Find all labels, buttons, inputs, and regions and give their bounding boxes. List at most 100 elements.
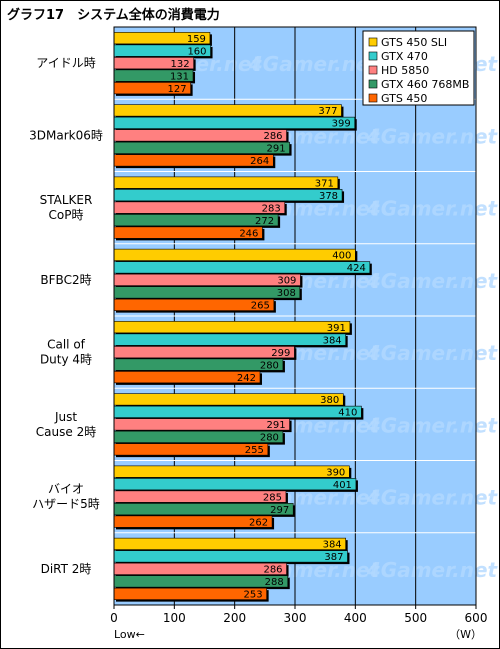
data-label: 286 <box>263 565 282 576</box>
data-label: 272 <box>255 216 274 227</box>
x-tick-label: 200 <box>223 611 246 625</box>
data-label: 378 <box>319 191 338 202</box>
watermark-text: 4Gamer.net <box>366 197 499 221</box>
data-label: 280 <box>260 360 279 371</box>
data-label: 371 <box>315 178 334 189</box>
data-label: 377 <box>318 106 337 117</box>
category-label: BFBC2時 <box>40 273 91 287</box>
x-tick-label: 100 <box>163 611 186 625</box>
legend-label: GTX 460 768MB <box>381 78 469 91</box>
category-label: ハザード5時 <box>32 497 100 511</box>
bar <box>113 333 346 346</box>
data-label: 308 <box>277 288 296 299</box>
data-label: 131 <box>170 71 189 82</box>
bar <box>113 393 344 406</box>
bar <box>113 478 357 491</box>
data-label: 401 <box>333 480 352 491</box>
x-tick-label: 0 <box>110 611 118 625</box>
data-label: 384 <box>323 335 342 346</box>
legend-label: GTX 470 <box>381 50 428 63</box>
category-label: CoP時 <box>49 208 84 222</box>
bar <box>113 286 301 299</box>
bar <box>113 129 287 142</box>
bar <box>113 104 342 117</box>
watermark-text: 4Gamer.net <box>366 269 499 293</box>
category-label: Cause 2時 <box>36 425 96 439</box>
data-label: 288 <box>265 577 284 588</box>
data-label: 285 <box>263 492 282 503</box>
bar <box>113 418 290 431</box>
data-label: 400 <box>332 251 351 262</box>
data-label: 242 <box>237 373 256 384</box>
data-label: 291 <box>266 420 285 431</box>
data-label: 253 <box>244 590 263 601</box>
data-label: 399 <box>332 119 351 130</box>
x-axis-unit: （W） <box>449 628 482 641</box>
legend-label: HD 5850 <box>381 64 429 77</box>
category-label: DiRT 2時 <box>41 562 92 576</box>
data-label: 262 <box>249 517 268 528</box>
data-label: 424 <box>347 263 366 274</box>
bar <box>113 575 289 588</box>
legend-swatch <box>368 93 378 103</box>
bar <box>113 346 295 359</box>
category-label: Just <box>54 410 77 424</box>
category-label: アイドル時 <box>36 56 95 70</box>
category-label: バイオ <box>48 482 84 496</box>
legend-swatch <box>368 65 378 75</box>
bar <box>113 405 362 418</box>
bar <box>113 201 286 214</box>
category-label: Duty 4時 <box>40 353 92 367</box>
x-tick-label: 300 <box>284 611 307 625</box>
data-label: 384 <box>323 540 342 551</box>
data-label: 283 <box>262 203 281 214</box>
data-label: 264 <box>250 156 269 167</box>
bar <box>113 261 371 274</box>
bar <box>113 358 284 371</box>
watermark-text: 4Gamer.net <box>366 341 499 365</box>
data-label: 299 <box>271 348 290 359</box>
bar <box>113 465 350 478</box>
watermark-text: 4Gamer.net <box>248 52 381 76</box>
data-label: 286 <box>263 131 282 142</box>
watermark-text: 4Gamer.net <box>366 558 499 582</box>
legend-box <box>362 30 475 106</box>
legend-label: GTS 450 <box>381 92 427 105</box>
x-axis-note: Low← <box>114 628 145 641</box>
data-label: 390 <box>326 467 345 478</box>
data-label: 265 <box>251 301 270 312</box>
legend-swatch <box>368 51 378 61</box>
bar <box>113 537 346 550</box>
data-label: 246 <box>239 228 258 239</box>
data-label: 380 <box>320 395 339 406</box>
category-label: STALKER <box>40 193 93 207</box>
watermark-text: 4Gamer.net <box>366 413 499 437</box>
bar <box>113 273 301 286</box>
legend-swatch <box>368 79 378 89</box>
bar <box>113 176 339 189</box>
bar <box>113 550 348 563</box>
data-label: 391 <box>327 323 346 334</box>
legend-swatch <box>368 37 378 47</box>
bar <box>113 430 284 443</box>
data-label: 160 <box>187 46 206 57</box>
bar <box>113 562 287 575</box>
bar <box>113 490 287 503</box>
category-label: Call of <box>47 338 86 352</box>
category-label: 3DMark06時 <box>29 128 103 142</box>
x-tick-label: 600 <box>465 611 488 625</box>
bar <box>113 321 351 334</box>
bar <box>113 116 356 129</box>
bar <box>113 189 343 202</box>
x-tick-label: 400 <box>344 611 367 625</box>
watermark-text: 4Gamer.net <box>366 124 499 148</box>
watermark-text: 4Gamer.net <box>366 486 499 510</box>
data-label: 132 <box>171 59 190 70</box>
data-label: 291 <box>266 144 285 155</box>
bar <box>113 503 294 516</box>
legend-label: GTS 450 SLI <box>381 36 447 49</box>
x-tick-label: 500 <box>404 611 427 625</box>
data-label: 297 <box>270 505 289 516</box>
